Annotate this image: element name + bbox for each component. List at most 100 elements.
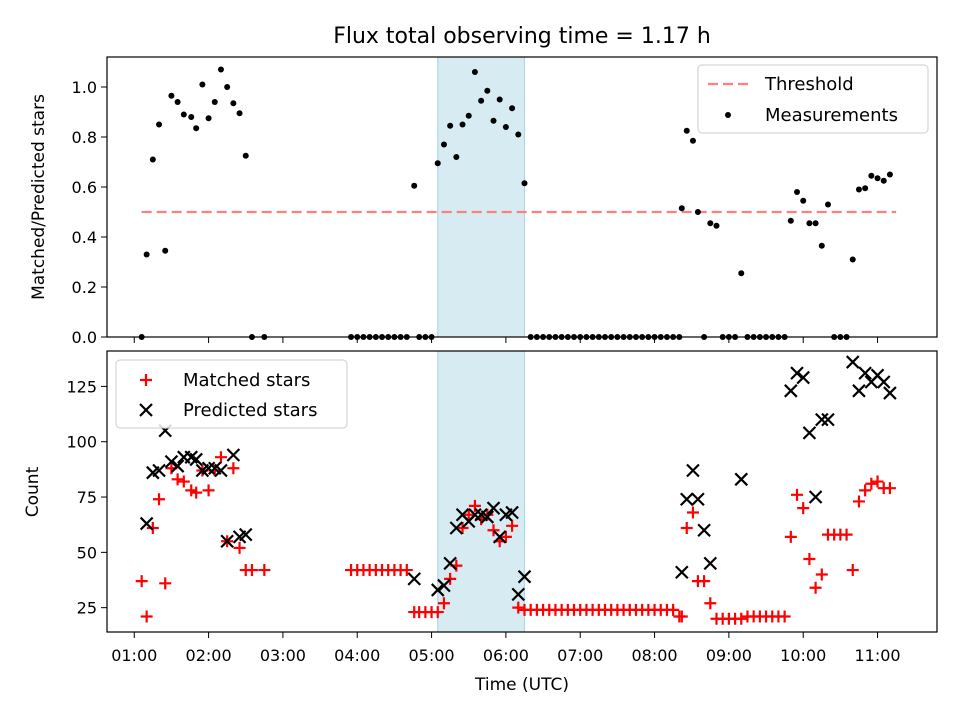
y-tick-label: 75: [77, 488, 97, 507]
matched-star-point: [227, 462, 240, 475]
measurement-point: [447, 122, 454, 129]
matched-star-point: [140, 610, 153, 623]
measurement-point: [794, 189, 801, 195]
predicted-star-point: [858, 366, 872, 380]
x-tick-label: 02:00: [186, 646, 232, 665]
matched-star-point: [704, 597, 717, 610]
measurement-point: [434, 160, 441, 167]
matched-star-point: [437, 597, 450, 610]
matched-star-point: [809, 581, 822, 594]
x-tick-label: 03:00: [260, 646, 306, 665]
measurement-point: [683, 127, 690, 134]
measurement-point: [205, 115, 212, 122]
matched-star-point: [667, 603, 680, 616]
matched-star-point: [815, 568, 828, 581]
measurement-point: [707, 220, 714, 227]
predicted-star-point: [808, 490, 823, 504]
measurement-point: [453, 154, 460, 160]
measurement-point: [806, 220, 813, 227]
legend-matched-swatch: [140, 374, 152, 386]
predicted-star-point: [189, 452, 203, 467]
predicted-star-point: [480, 510, 495, 524]
highlight-span: [437, 351, 525, 632]
count-y-axis-label: Count: [23, 466, 43, 517]
y-tick-label: 1.0: [72, 78, 97, 97]
predicted-star-point: [686, 463, 700, 478]
measurement-point: [886, 171, 893, 178]
measurement-point: [868, 172, 875, 179]
measurement-point: [694, 209, 701, 215]
matched-star-point: [512, 601, 525, 614]
matched-star-point: [153, 493, 166, 506]
measurement-point: [471, 69, 478, 75]
measurement-point: [143, 251, 150, 258]
measurement-point: [411, 182, 418, 189]
measurement-point: [824, 201, 831, 208]
legend-measurements-swatch: [725, 112, 731, 118]
matched-star-point: [171, 473, 184, 486]
panel-ratio: 0.0 0.2 0.4 0.6 0.8 1.0 Threshold Measurements: [72, 56, 938, 347]
predicted-star-point: [815, 412, 829, 427]
predicted-star-point: [201, 461, 216, 476]
y-tick-label: 0.4: [72, 228, 97, 247]
measurement-point: [193, 125, 200, 132]
measurement-point: [855, 186, 862, 193]
measurement-point: [521, 180, 528, 187]
predicted-star-point: [703, 556, 718, 571]
predicted-star-point: [238, 527, 253, 542]
x-tick-label: 09:00: [706, 646, 752, 665]
measurement-point: [236, 110, 243, 117]
measurement-point: [224, 84, 231, 90]
ratio-y-axis-label: Matched/Predicted stars: [29, 94, 49, 300]
legend-measurements-label: Measurements: [765, 105, 898, 126]
x-tick-label: 10:00: [780, 646, 826, 665]
matched-star-point: [487, 524, 500, 537]
x-tick-label: 06:00: [483, 646, 529, 665]
matched-star-point: [400, 564, 413, 577]
predicted-star-point: [734, 472, 749, 487]
matched-star-point: [852, 495, 865, 508]
measurement-point: [188, 114, 195, 120]
x-tick-label: 01:00: [111, 646, 157, 665]
legend-threshold-label: Threshold: [764, 74, 854, 95]
predicted-star-point: [845, 355, 860, 369]
predicted-star-point: [443, 556, 457, 571]
axes-frame: [106, 56, 938, 338]
predicted-star-point: [679, 492, 694, 507]
measurement-point: [162, 247, 169, 254]
matched-star-point: [803, 552, 816, 565]
x-tick-label: 04:00: [334, 646, 380, 665]
matched-star-point: [202, 484, 215, 497]
y-tick-label: 25: [77, 599, 97, 618]
y-tick-label: 125: [66, 377, 97, 396]
predicted-star-point: [468, 507, 482, 522]
y-tick-label: 100: [66, 433, 97, 452]
measurement-point: [168, 92, 175, 99]
legend-matched-label: Matched stars: [183, 370, 310, 391]
measurement-point: [515, 131, 522, 138]
matched-star-point: [456, 522, 469, 535]
measurement-point: [787, 217, 794, 224]
matched-star-point: [797, 502, 810, 515]
legend-predicted-swatch: [139, 403, 153, 417]
matched-star-point: [190, 486, 203, 499]
measurement-point: [862, 185, 869, 192]
matched-star-point: [506, 519, 519, 532]
axes-frame: [106, 350, 938, 633]
x-tick-label: 08:00: [631, 646, 677, 665]
predicted-star-point: [821, 412, 835, 427]
predicted-star-point: [214, 463, 228, 478]
measurement-point: [156, 121, 163, 128]
matched-star-point: [698, 575, 711, 588]
measurement-point: [199, 81, 206, 88]
predicted-star-point: [486, 501, 501, 515]
x-axis-label: Time (UTC): [474, 675, 569, 695]
measurement-point: [818, 242, 825, 249]
measurement-point: [490, 117, 497, 124]
matched-star-point: [499, 530, 512, 543]
matched-star-point: [258, 564, 271, 577]
measurement-point: [211, 99, 218, 105]
matched-star-point: [159, 577, 172, 590]
predicted-star-point: [430, 583, 445, 597]
predicted-star-point: [691, 492, 705, 507]
